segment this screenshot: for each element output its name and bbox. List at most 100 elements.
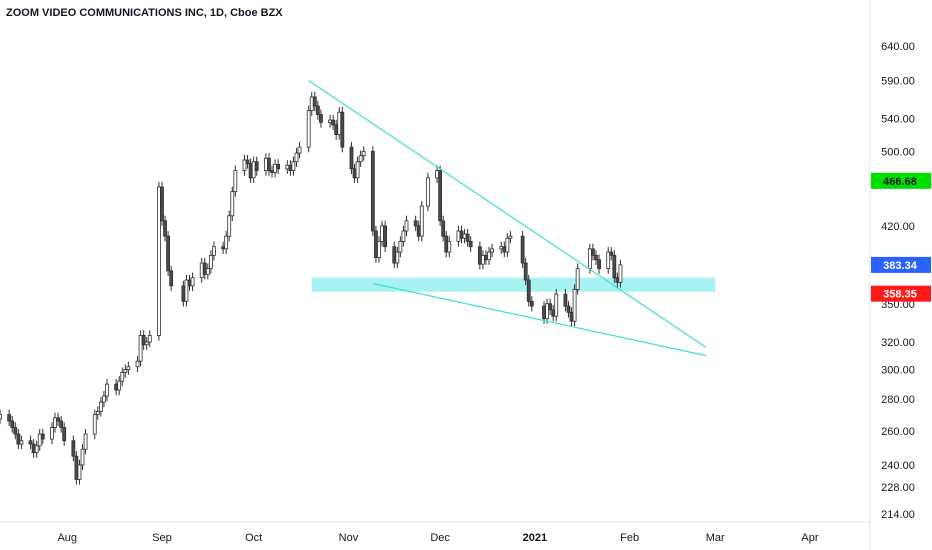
- candle-body: [618, 264, 623, 283]
- candle-body: [398, 240, 403, 253]
- candle-body: [267, 157, 271, 171]
- candle-body: [337, 111, 342, 136]
- candle-body: [444, 235, 449, 253]
- candle-body: [163, 220, 167, 237]
- candle-body: [312, 96, 317, 107]
- x-tick-label: Nov: [339, 532, 359, 544]
- candle-body: [202, 262, 207, 275]
- candle-body: [141, 335, 146, 346]
- candle-body: [212, 246, 216, 256]
- price-badge-label: 466.68: [883, 176, 917, 188]
- y-tick-label: 540.00: [881, 113, 915, 125]
- chart-title: ZOOM VIDEO COMMUNICATIONS INC, 1D, Cboe …: [6, 7, 283, 19]
- candle-body: [80, 448, 85, 466]
- candle-body: [459, 230, 464, 239]
- candle-body: [490, 248, 494, 253]
- candle-body: [575, 268, 580, 290]
- candle-body: [224, 235, 229, 250]
- y-tick-label: 640.00: [881, 41, 915, 53]
- candle-body: [591, 248, 595, 256]
- price-badge: [871, 256, 931, 273]
- candle-body: [456, 230, 461, 242]
- y-tick-label: 300.00: [881, 365, 915, 377]
- candle-body: [545, 303, 549, 320]
- candle-body: [190, 277, 195, 287]
- candle-body: [481, 254, 485, 265]
- candle-body: [612, 254, 617, 279]
- candle-body: [499, 246, 504, 250]
- candle-body: [248, 163, 253, 179]
- candle-body: [401, 230, 406, 242]
- candle-body: [542, 305, 546, 320]
- x-tick-label: Feb: [620, 532, 639, 544]
- candle-body: [294, 152, 299, 163]
- y-tick-label: 420.00: [881, 221, 915, 233]
- candle-body: [92, 414, 97, 435]
- candle-body: [105, 383, 109, 397]
- price-badge-label: 383.34: [883, 260, 918, 272]
- candle-body: [77, 464, 82, 480]
- candle-body: [114, 383, 119, 391]
- candle-body: [523, 262, 528, 281]
- candle-body: [594, 254, 598, 261]
- candle-body: [102, 395, 106, 403]
- candle-body: [28, 440, 33, 445]
- candle-body: [551, 309, 556, 317]
- trendline-lower-support: [372, 282, 707, 357]
- candle-body: [199, 262, 204, 279]
- candle-body: [16, 433, 21, 445]
- y-tick-label: 350.00: [881, 299, 915, 311]
- candle-body: [609, 251, 614, 256]
- candle-body: [520, 235, 525, 264]
- candle-body: [587, 248, 592, 270]
- candle-body: [526, 279, 531, 302]
- candle-body: [273, 163, 277, 173]
- candle-body: [157, 186, 161, 336]
- candle-body: [208, 254, 213, 270]
- candle-body: [435, 170, 439, 179]
- candle-body: [505, 237, 510, 253]
- candle-body: [334, 124, 339, 136]
- candle-body: [340, 111, 345, 148]
- candle-body: [254, 161, 259, 171]
- candle-body: [37, 433, 42, 447]
- price-badge: [871, 285, 931, 302]
- candle-body: [361, 150, 366, 157]
- candle-body: [416, 225, 421, 237]
- candle-body: [484, 254, 488, 261]
- candle-body: [0, 414, 2, 420]
- candle-body: [462, 233, 467, 239]
- support-zone: [311, 277, 716, 292]
- candle-body: [291, 161, 296, 171]
- candle-body: [144, 341, 149, 346]
- candle-body: [502, 246, 507, 253]
- candle-body: [508, 235, 513, 239]
- candle-body: [395, 251, 400, 264]
- y-tick-label: 228.00: [881, 482, 915, 494]
- candle-body: [166, 235, 170, 272]
- candle-body: [245, 159, 250, 164]
- y-tick-label: 240.00: [881, 460, 915, 472]
- candle-body: [419, 205, 424, 237]
- candle-body: [230, 191, 235, 217]
- candle-body: [548, 303, 553, 311]
- candle-body: [615, 277, 620, 283]
- candle-body: [31, 443, 36, 454]
- candle-body: [7, 414, 12, 422]
- candle-body: [276, 163, 281, 170]
- candle-body: [50, 427, 54, 440]
- candle-body: [227, 215, 232, 237]
- candle-body: [349, 146, 354, 170]
- candle-body: [563, 293, 568, 307]
- candle-body: [306, 110, 311, 148]
- candle-body: [468, 240, 473, 248]
- candle-body: [184, 279, 189, 302]
- candle-body: [71, 440, 76, 457]
- candle-body: [355, 161, 360, 179]
- candle-body: [187, 279, 192, 287]
- candle-body: [251, 161, 256, 179]
- candle-body: [205, 268, 210, 275]
- candle-body: [425, 177, 430, 207]
- candle-body: [477, 246, 482, 265]
